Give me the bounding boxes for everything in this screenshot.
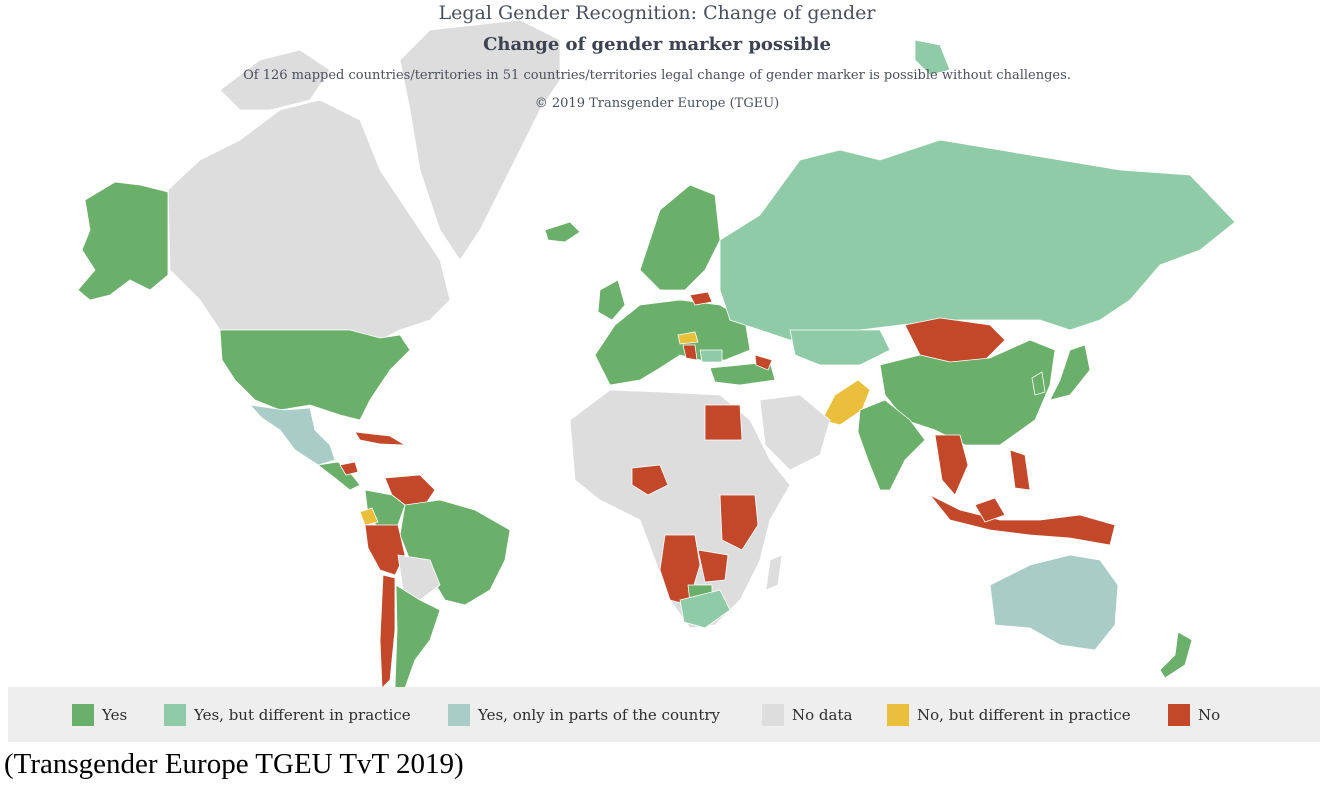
legend-item-no-practice[interactable]: No, but different in practice bbox=[887, 703, 1131, 727]
legend-swatch bbox=[72, 704, 94, 726]
region-indochina[interactable] bbox=[934, 434, 969, 496]
region-brazil[interactable] bbox=[399, 499, 511, 606]
region-japan[interactable] bbox=[1049, 344, 1091, 401]
region-georgia[interactable] bbox=[754, 354, 773, 371]
legend-swatch bbox=[762, 704, 784, 726]
region-bolivia[interactable] bbox=[397, 554, 441, 601]
legend-label: No bbox=[1198, 706, 1221, 724]
region-canada-islands[interactable] bbox=[219, 49, 331, 111]
legend-item-yes[interactable]: Yes bbox=[72, 703, 127, 727]
region-iceland[interactable] bbox=[544, 221, 581, 243]
map-frame: Legal Gender Recognition: Change of gend… bbox=[0, 0, 1324, 742]
region-new-zealand[interactable] bbox=[1159, 631, 1193, 679]
region-mexico[interactable] bbox=[248, 404, 336, 466]
legend-item-yes-practice[interactable]: Yes, but different in practice bbox=[164, 703, 411, 727]
legend-label: Yes, only in parts of the country bbox=[478, 706, 720, 724]
legend-item-no[interactable]: No bbox=[1168, 703, 1220, 727]
region-uk[interactable] bbox=[597, 279, 626, 321]
map-description: Of 126 mapped countries/territories in 5… bbox=[243, 68, 1071, 83]
region-east-africa[interactable] bbox=[719, 494, 759, 551]
region-argentina[interactable] bbox=[394, 584, 441, 689]
region-zambia[interactable] bbox=[697, 549, 729, 583]
legend-label: No data bbox=[792, 706, 853, 724]
region-australia[interactable] bbox=[989, 554, 1119, 651]
region-peru[interactable] bbox=[364, 524, 406, 576]
region-madagascar[interactable] bbox=[765, 554, 783, 591]
region-philippines[interactable] bbox=[1009, 449, 1031, 491]
legend-item-no-data[interactable]: No data bbox=[762, 703, 852, 727]
region-borneo[interactable] bbox=[974, 497, 1006, 523]
world-map[interactable] bbox=[0, 0, 1324, 690]
region-india[interactable] bbox=[857, 399, 926, 491]
region-poland[interactable] bbox=[689, 291, 713, 306]
region-hungary[interactable] bbox=[677, 331, 699, 345]
legend-swatch bbox=[448, 704, 470, 726]
legend-swatch bbox=[164, 704, 186, 726]
legend-label: Yes, but different in practice bbox=[194, 706, 411, 724]
legend-item-yes-parts[interactable]: Yes, only in parts of the country bbox=[448, 703, 720, 727]
region-western-europe[interactable] bbox=[594, 299, 751, 386]
region-ecuador[interactable] bbox=[359, 507, 379, 526]
region-russia[interactable] bbox=[719, 139, 1236, 341]
region-kazakhstan[interactable] bbox=[789, 329, 891, 366]
region-novaya-zemlya[interactable] bbox=[914, 39, 951, 76]
region-egypt[interactable] bbox=[704, 404, 743, 441]
region-serbia[interactable] bbox=[682, 344, 698, 361]
region-chile[interactable] bbox=[379, 574, 396, 689]
region-arabia[interactable] bbox=[759, 394, 831, 471]
region-korea[interactable] bbox=[1031, 371, 1046, 396]
region-cuba[interactable] bbox=[354, 431, 406, 446]
region-scandinavia[interactable] bbox=[639, 184, 721, 291]
region-canada[interactable] bbox=[167, 99, 451, 341]
figure-caption: (Transgender Europe TGEU TvT 2019) bbox=[4, 748, 464, 780]
legend-label: No, but different in practice bbox=[917, 706, 1131, 724]
map-copyright: © 2019 Transgender Europe (TGEU) bbox=[534, 96, 780, 111]
map-subtitle: Change of gender marker possible bbox=[483, 34, 831, 55]
legend-swatch bbox=[887, 704, 909, 726]
region-alaska[interactable] bbox=[77, 181, 169, 301]
region-honduras[interactable] bbox=[339, 461, 359, 476]
region-bulgaria[interactable] bbox=[699, 349, 723, 363]
region-central-america[interactable] bbox=[317, 461, 361, 491]
map-title: Legal Gender Recognition: Change of gend… bbox=[438, 2, 876, 24]
legend-swatch bbox=[1168, 704, 1190, 726]
legend-label: Yes bbox=[102, 706, 128, 724]
region-indonesia[interactable] bbox=[929, 494, 1116, 546]
region-africa[interactable] bbox=[569, 389, 791, 629]
region-south-africa[interactable] bbox=[679, 589, 731, 629]
legend: Yes Yes, but different in practice Yes, … bbox=[8, 687, 1320, 742]
region-nigeria[interactable] bbox=[631, 464, 669, 496]
region-usa[interactable] bbox=[219, 329, 411, 421]
region-greenland[interactable] bbox=[399, 19, 561, 261]
